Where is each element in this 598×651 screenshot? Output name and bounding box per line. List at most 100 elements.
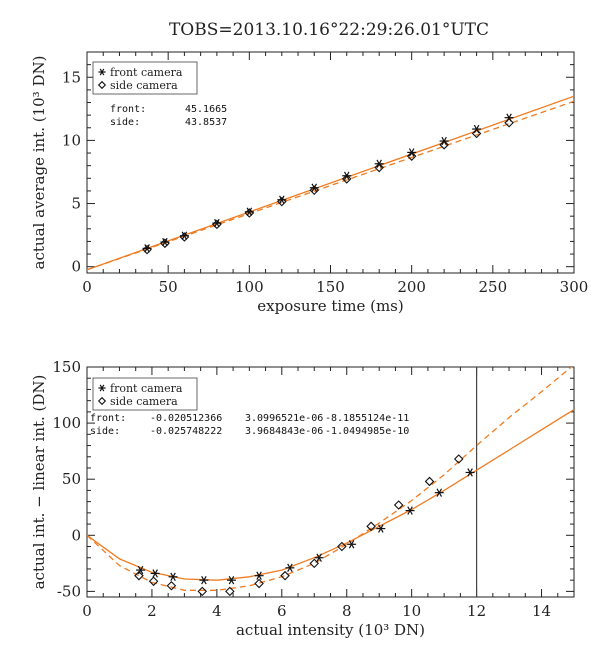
side-data-point: [134, 570, 144, 581]
y-tick-label: 50: [62, 470, 81, 488]
front-data-point-stroke: [201, 575, 207, 585]
side-data-point: [504, 117, 514, 128]
front-data-point: [309, 183, 319, 192]
x-axis-label: exposure time (ms): [257, 297, 403, 315]
x-tick-label: 150: [316, 278, 345, 296]
x-tick-label: 4: [212, 602, 222, 620]
legend-marker-stroke: [99, 384, 105, 392]
x-tick-label: 200: [397, 278, 426, 296]
side-data-point: [366, 521, 376, 532]
front-data-point: [405, 506, 415, 515]
front-data-point-stroke: [162, 237, 168, 247]
y-tick-label: 100: [52, 414, 81, 432]
fit-annotation-c1: 3.0996521e-06: [245, 413, 323, 424]
front-data-point-stroke: [407, 506, 413, 515]
side-data-point: [309, 185, 320, 196]
front-data-point: [347, 540, 357, 549]
legend-label: front camera: [110, 66, 183, 79]
fit-annotation-label: side:: [110, 117, 140, 128]
front-data-point-stroke: [287, 563, 293, 573]
front-data-point-stroke: [181, 231, 188, 240]
front-fit-line: [87, 409, 574, 581]
side-data-point: [254, 578, 264, 589]
y-tick-label: 150: [52, 358, 81, 376]
front-data-point: [150, 569, 160, 578]
front-data-point: [277, 195, 287, 204]
front-data-point-stroke: [279, 195, 285, 204]
front-data-point: [314, 553, 324, 562]
side-data-point: [244, 208, 255, 218]
y-axis-label: actual average int. (10³ DN): [30, 56, 48, 270]
x-tick-label: 6: [277, 602, 287, 620]
x-tick-label: 50: [159, 278, 178, 296]
front-data-point-stroke: [228, 575, 235, 585]
x-axis-label: actual intensity (10³ DN): [236, 621, 425, 639]
side-data-point: [166, 581, 177, 591]
side-data-point: [374, 162, 384, 173]
side-data-point: [341, 174, 352, 184]
side-data-point: [160, 238, 170, 249]
side-data-point: [142, 244, 152, 255]
front-data-point: [342, 171, 352, 180]
side-data-point: [406, 151, 417, 161]
side-data-point: [393, 500, 404, 510]
side-data-point: [453, 454, 464, 464]
legend-label: side camera: [110, 395, 178, 408]
front-data-point: [376, 524, 386, 533]
x-tick-label: 0: [82, 278, 92, 296]
side-data-point: [471, 128, 482, 139]
fit-annotation-c1: 3.9684843e-06: [245, 426, 323, 437]
legend-marker: [98, 384, 106, 392]
side-data-point: [309, 558, 320, 569]
front-data-point: [199, 575, 209, 585]
x-tick-label: 12: [467, 602, 486, 620]
x-tick-label: 10: [402, 602, 421, 620]
legend-marker: [98, 68, 106, 76]
y-tick-label: 5: [71, 195, 81, 213]
legend-box: [92, 61, 198, 95]
x-tick-label: 14: [532, 602, 551, 620]
fit-annotation-c0: -0.025748222: [150, 426, 222, 437]
legend-label: front camera: [110, 382, 183, 395]
fit-annotation-c0: -0.020512366: [150, 413, 222, 424]
front-data-point-stroke: [311, 183, 318, 192]
side-data-point: [424, 476, 435, 487]
side-data-point: [179, 232, 190, 242]
exposure-panel: 0 50 100 150 200 250 300 0 5 10 15 exposure time (m…: [30, 51, 588, 315]
front-data-point-stroke: [436, 488, 443, 497]
front-data-point: [226, 575, 236, 585]
x-tick-label: 8: [342, 602, 352, 620]
front-data-point-stroke: [378, 524, 384, 533]
front-data-point-stroke: [152, 569, 158, 578]
legend-marker: [97, 396, 107, 406]
front-data-point-stroke: [316, 553, 322, 562]
y-axis-label: actual int. − linear int. (DN): [30, 375, 48, 590]
plot-data: [87, 367, 574, 597]
side-data-point: [280, 570, 290, 581]
side-fit-line: [87, 367, 573, 591]
y-tick-label: 15: [62, 68, 81, 86]
y-tick-label: 0: [71, 258, 81, 276]
plot-data: [87, 95, 574, 271]
front-data-point-stroke: [144, 244, 150, 253]
front-fit-line: [87, 95, 574, 271]
x-tick-label: 250: [479, 278, 508, 296]
y-tick-label: 10: [62, 131, 81, 149]
y-tick-label: 0: [71, 526, 81, 544]
front-data-point: [434, 488, 444, 497]
fit-annotation-c2: -1.0494985e-10: [325, 426, 409, 437]
side-fit-line: [87, 100, 574, 271]
x-tick-label: 2: [147, 602, 157, 620]
front-data-point-stroke: [137, 565, 144, 575]
fit-annotation-label: front:: [90, 413, 126, 424]
x-tick-label: 0: [82, 602, 92, 620]
side-data-point: [277, 196, 287, 207]
fit-annotation-value: 45.1665: [185, 104, 227, 115]
front-data-point: [168, 572, 178, 582]
y-tick-label: -50: [57, 582, 81, 600]
side-data-point: [197, 586, 208, 597]
fit-annotation-label: side:: [90, 426, 120, 437]
side-data-point: [212, 219, 222, 230]
legend-label: side camera: [110, 79, 178, 92]
